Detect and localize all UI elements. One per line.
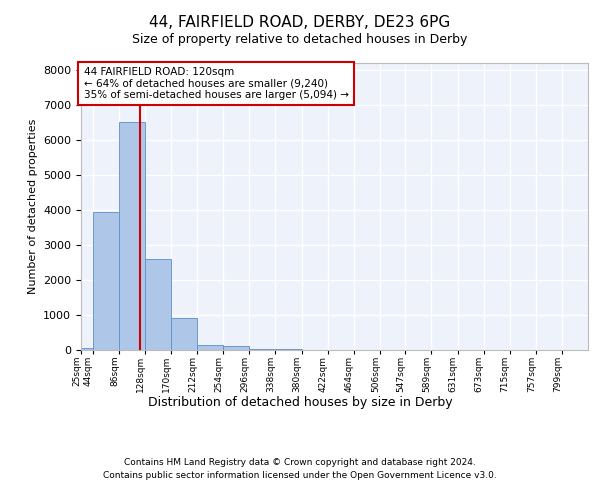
Text: Contains HM Land Registry data © Crown copyright and database right 2024.: Contains HM Land Registry data © Crown c… — [124, 458, 476, 467]
Text: 44, FAIRFIELD ROAD, DERBY, DE23 6PG: 44, FAIRFIELD ROAD, DERBY, DE23 6PG — [149, 15, 451, 30]
Bar — [145, 259, 171, 350]
Text: 44 FAIRFIELD ROAD: 120sqm
← 64% of detached houses are smaller (9,240)
35% of se: 44 FAIRFIELD ROAD: 120sqm ← 64% of detac… — [83, 67, 349, 100]
Text: Distribution of detached houses by size in Derby: Distribution of detached houses by size … — [148, 396, 452, 409]
Text: Size of property relative to detached houses in Derby: Size of property relative to detached ho… — [133, 34, 467, 46]
Bar — [171, 318, 197, 350]
Bar — [93, 212, 119, 350]
Bar — [119, 122, 145, 350]
Text: Contains public sector information licensed under the Open Government Licence v3: Contains public sector information licen… — [103, 472, 497, 480]
Bar — [81, 348, 93, 350]
Bar — [223, 346, 250, 350]
Bar — [250, 349, 275, 350]
Bar — [197, 344, 223, 350]
Y-axis label: Number of detached properties: Number of detached properties — [28, 118, 38, 294]
